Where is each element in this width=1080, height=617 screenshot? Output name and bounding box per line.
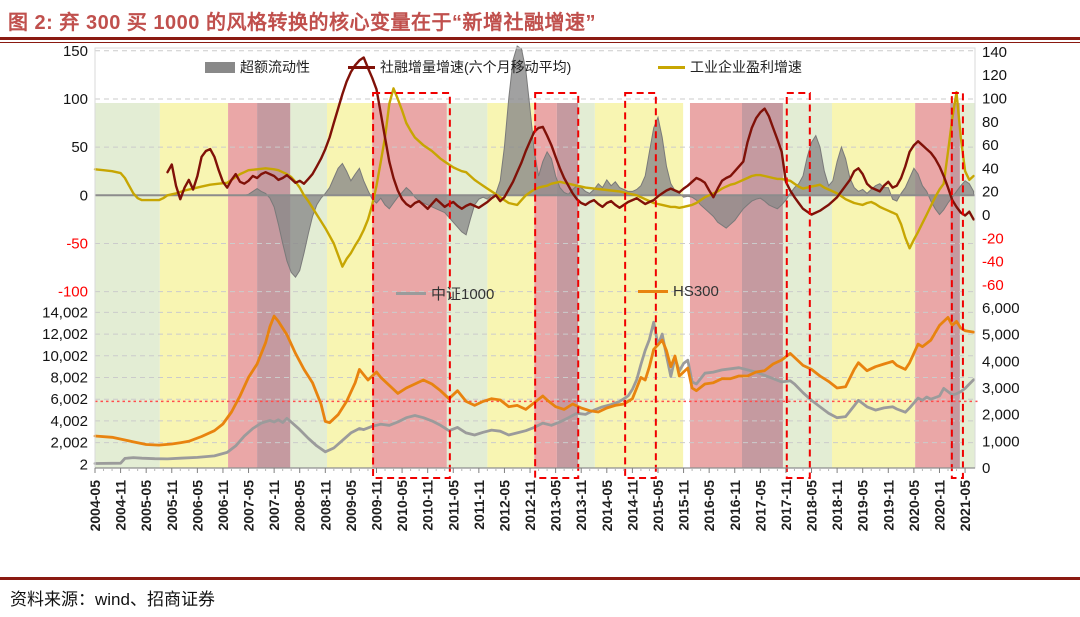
svg-text:2013-05: 2013-05 bbox=[548, 480, 564, 532]
svg-text:2015-11: 2015-11 bbox=[676, 480, 692, 531]
svg-text:-60: -60 bbox=[982, 277, 1004, 294]
svg-text:2007-05: 2007-05 bbox=[241, 480, 257, 532]
svg-text:2006-05: 2006-05 bbox=[189, 480, 205, 532]
legend-label: 社融增量增速(六个月移动平均) bbox=[380, 59, 572, 75]
source-note: 资料来源：wind、招商证券 bbox=[10, 590, 215, 609]
csi1000-line-icon bbox=[396, 292, 426, 295]
svg-text:2021-05: 2021-05 bbox=[957, 480, 973, 532]
svg-text:2: 2 bbox=[80, 456, 88, 473]
svg-text:-40: -40 bbox=[982, 254, 1004, 271]
svg-text:2012-05: 2012-05 bbox=[496, 480, 512, 532]
svg-text:120: 120 bbox=[982, 67, 1007, 84]
title-rule-thick bbox=[0, 37, 1080, 40]
svg-text:0: 0 bbox=[982, 460, 990, 477]
svg-text:2019-11: 2019-11 bbox=[880, 480, 896, 531]
svg-text:2010-11: 2010-11 bbox=[420, 480, 436, 531]
figure-title: 图 2: 弃 300 买 1000 的风格转换的核心变量在于“新增社融增速” bbox=[8, 12, 596, 34]
industrial-profit-line-icon bbox=[658, 65, 685, 69]
svg-text:3,000: 3,000 bbox=[982, 380, 1020, 397]
svg-text:20: 20 bbox=[982, 184, 999, 201]
svg-text:14,002: 14,002 bbox=[42, 304, 88, 321]
svg-text:100: 100 bbox=[63, 91, 88, 108]
svg-text:2019-05: 2019-05 bbox=[855, 480, 871, 532]
regime-bands bbox=[95, 103, 976, 468]
title-rule-thin bbox=[0, 42, 1080, 43]
svg-text:2009-05: 2009-05 bbox=[343, 480, 359, 532]
svg-text:2009-11: 2009-11 bbox=[368, 480, 384, 531]
legend-industrial-profit: 工业企业盈利增速 bbox=[658, 57, 802, 77]
svg-text:2,002: 2,002 bbox=[50, 435, 88, 452]
svg-text:2017-11: 2017-11 bbox=[778, 480, 794, 531]
svg-text:6,000: 6,000 bbox=[982, 300, 1020, 317]
svg-text:0: 0 bbox=[80, 187, 88, 204]
svg-text:40: 40 bbox=[982, 160, 999, 177]
svg-text:-100: -100 bbox=[58, 284, 88, 301]
highlight-boxes bbox=[372, 92, 964, 479]
svg-text:10,002: 10,002 bbox=[42, 348, 88, 365]
hs300-line-icon bbox=[638, 290, 668, 293]
svg-text:2020-05: 2020-05 bbox=[906, 480, 922, 532]
footer-rule bbox=[0, 577, 1080, 580]
svg-text:50: 50 bbox=[71, 139, 88, 156]
svg-text:4,000: 4,000 bbox=[982, 353, 1020, 370]
svg-text:2008-05: 2008-05 bbox=[292, 480, 308, 532]
legend-csi1000: 中证1000 bbox=[396, 283, 494, 304]
svg-text:2007-11: 2007-11 bbox=[266, 480, 282, 531]
legend-excess-liquidity: 超额流动性 bbox=[205, 57, 310, 77]
legend-label: 中证1000 bbox=[431, 286, 495, 303]
svg-text:2004-05: 2004-05 bbox=[87, 480, 103, 532]
svg-text:-20: -20 bbox=[982, 230, 1004, 247]
svg-text:-50: -50 bbox=[66, 235, 88, 252]
svg-text:2,000: 2,000 bbox=[982, 407, 1020, 424]
excess-liquidity-swatch-icon bbox=[205, 61, 235, 73]
svg-text:2020-11: 2020-11 bbox=[931, 480, 947, 531]
svg-text:2005-05: 2005-05 bbox=[138, 480, 154, 532]
svg-text:4,002: 4,002 bbox=[50, 413, 88, 430]
social-financing-line-icon bbox=[348, 65, 375, 69]
legend-label: 超额流动性 bbox=[240, 59, 310, 75]
svg-text:2013-11: 2013-11 bbox=[573, 480, 589, 531]
svg-text:2011-11: 2011-11 bbox=[471, 480, 487, 530]
svg-text:150: 150 bbox=[63, 43, 88, 60]
legend-label: 工业企业盈利增速 bbox=[690, 59, 802, 75]
svg-text:2012-11: 2012-11 bbox=[522, 480, 538, 531]
svg-text:60: 60 bbox=[982, 137, 999, 154]
svg-text:6,002: 6,002 bbox=[50, 391, 88, 408]
legend-hs300: HS300 bbox=[638, 283, 719, 300]
chart-canvas: 150100500-50-100140120100806040200-20-40… bbox=[42, 43, 1019, 532]
svg-text:0: 0 bbox=[982, 207, 990, 224]
svg-text:8,002: 8,002 bbox=[50, 369, 88, 386]
svg-text:2014-05: 2014-05 bbox=[599, 480, 615, 532]
svg-text:2011-05: 2011-05 bbox=[445, 480, 461, 531]
svg-text:80: 80 bbox=[982, 114, 999, 131]
svg-text:2018-05: 2018-05 bbox=[804, 480, 820, 532]
svg-text:2010-05: 2010-05 bbox=[394, 480, 410, 532]
svg-text:2008-11: 2008-11 bbox=[317, 480, 333, 531]
svg-text:12,002: 12,002 bbox=[42, 326, 88, 343]
axes bbox=[94, 47, 976, 473]
svg-text:2006-11: 2006-11 bbox=[215, 480, 231, 531]
svg-text:2005-11: 2005-11 bbox=[164, 480, 180, 531]
svg-text:2014-11: 2014-11 bbox=[624, 480, 640, 531]
legend-social-financing: 社融增量增速(六个月移动平均) bbox=[348, 57, 571, 77]
legend-label: HS300 bbox=[673, 283, 719, 300]
svg-text:140: 140 bbox=[982, 44, 1007, 61]
svg-text:2016-11: 2016-11 bbox=[727, 480, 743, 531]
svg-text:100: 100 bbox=[982, 91, 1007, 108]
svg-text:2016-05: 2016-05 bbox=[701, 480, 717, 532]
svg-text:1,000: 1,000 bbox=[982, 433, 1020, 450]
svg-text:2018-11: 2018-11 bbox=[829, 480, 845, 531]
svg-text:5,000: 5,000 bbox=[982, 327, 1020, 344]
svg-text:2015-05: 2015-05 bbox=[650, 480, 666, 532]
svg-text:2017-05: 2017-05 bbox=[752, 480, 768, 532]
axis-labels: 150100500-50-100140120100806040200-20-40… bbox=[42, 43, 1019, 532]
svg-text:2004-11: 2004-11 bbox=[113, 480, 129, 531]
